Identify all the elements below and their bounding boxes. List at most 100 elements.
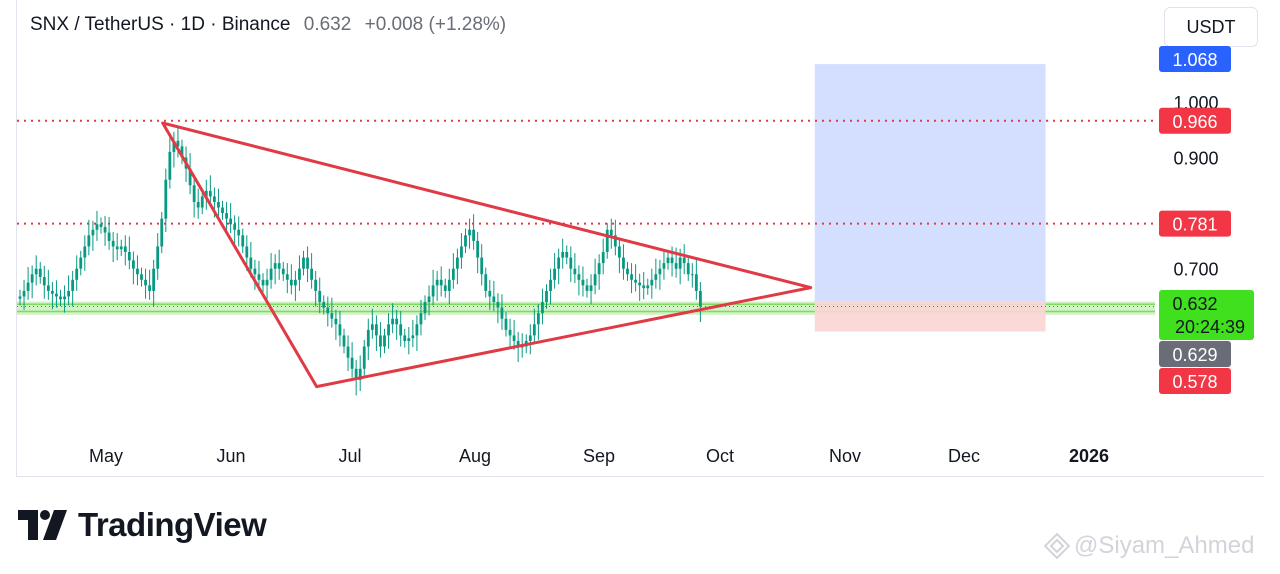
candle-body [257, 274, 261, 280]
candle-body [520, 346, 524, 348]
candle-body [22, 290, 26, 297]
candle-body [488, 290, 492, 297]
price-label-bg [1159, 107, 1231, 134]
candle-body [322, 302, 326, 308]
symmetrical-triangle-pattern[interactable] [161, 121, 813, 389]
candle-body [435, 279, 439, 286]
candle-body [18, 296, 22, 299]
candle-body [111, 240, 115, 247]
candle-body [581, 279, 585, 286]
candle-body [160, 218, 164, 247]
candle-body [164, 179, 168, 219]
candle-body [103, 226, 107, 233]
candle-body [221, 207, 224, 214]
candle-body [573, 268, 577, 275]
price-label-bg [1159, 368, 1231, 394]
candle-body [541, 302, 544, 314]
candle-body [281, 268, 285, 275]
candle-body [468, 229, 471, 236]
price-chart[interactable]: May Jun Jul Aug Sep Oct Nov Dec 2026 0.700 0.900 1.… [0, 0, 1280, 477]
candle-body [415, 324, 419, 336]
candle-body [152, 268, 156, 291]
candle-body [423, 302, 427, 314]
candle-body [289, 279, 293, 286]
candle-body [678, 257, 682, 269]
tradingview-logo-icon [18, 510, 67, 540]
symbol-title[interactable]: SNX / TetherUS · 1D · Binance 0.632 +0.0… [30, 14, 506, 36]
candle-body [302, 257, 305, 269]
candle-body [75, 268, 79, 280]
candle-body [634, 279, 637, 283]
candle-body [370, 324, 374, 330]
candle-body [241, 235, 245, 247]
candle-body [395, 318, 399, 325]
candle-body [204, 190, 208, 197]
price-label: 0.632 [1172, 294, 1217, 314]
y-axis-tick: 0.700 [1173, 260, 1218, 280]
candle-body [549, 279, 552, 291]
candle-body [277, 263, 281, 269]
candle-body [261, 279, 265, 286]
candle-body [208, 190, 212, 197]
candle-body [26, 282, 30, 291]
candle-body [451, 268, 455, 280]
candle-body [516, 340, 520, 347]
watermark-text: @Siyam_Ahmed [1074, 532, 1255, 559]
currency-button[interactable]: USDT [1164, 7, 1258, 47]
candle-body [670, 257, 674, 264]
candle-body [431, 285, 435, 297]
price-label: 0.966 [1172, 112, 1217, 132]
chart-frame[interactable] [16, 0, 1264, 477]
candle-body [419, 313, 423, 325]
candle-body [375, 324, 378, 336]
x-axis-label-dec: Dec [948, 446, 980, 466]
candle-body [561, 252, 565, 258]
candle-body [144, 279, 147, 286]
candle-body [379, 335, 382, 347]
candle-body [585, 285, 589, 291]
candle-body [626, 268, 629, 275]
candle-body [115, 246, 119, 250]
x-axis-label-nov: Nov [829, 446, 861, 466]
candle-body [350, 357, 354, 369]
candle-body [55, 293, 58, 297]
candle-body [180, 146, 184, 158]
candle-body [148, 285, 151, 291]
x-axis-label-sep: Sep [583, 446, 615, 466]
candle-body [682, 257, 686, 264]
x-axis-label-may: May [89, 446, 123, 466]
candle-body [597, 263, 601, 275]
candle-body [318, 290, 322, 303]
candle-body [132, 260, 135, 269]
candle-body [346, 346, 350, 358]
candle-body [686, 263, 690, 275]
candle-body [658, 268, 662, 275]
candle-body [168, 151, 172, 180]
candle-body [553, 268, 556, 280]
candle-body [95, 224, 99, 230]
candle-body [528, 335, 532, 341]
candle-body [83, 246, 87, 258]
candle-body [508, 329, 512, 336]
candle-body [427, 296, 431, 303]
candle-body [646, 285, 650, 289]
author-watermark: @Siyam_Ahmed [1044, 532, 1254, 560]
price-label-bg [1159, 210, 1231, 237]
candle-body [233, 224, 237, 230]
x-axis-label-oct: Oct [706, 446, 734, 466]
candle-body [326, 307, 330, 314]
candle-body [217, 201, 220, 208]
candle-body [496, 302, 500, 308]
tradingview-logo[interactable]: TradingView [18, 506, 267, 544]
candle-body [456, 257, 459, 269]
candle-body [557, 257, 561, 269]
target-zone [814, 64, 1046, 302]
candle-body [79, 257, 83, 269]
last-price: 0.632 [303, 14, 352, 35]
candle-body [362, 346, 366, 369]
candle-body [310, 268, 313, 280]
candle-body [480, 257, 484, 275]
diamond-logo-icon [1044, 533, 1070, 559]
candle-body [569, 257, 573, 269]
candle-body [387, 324, 390, 336]
